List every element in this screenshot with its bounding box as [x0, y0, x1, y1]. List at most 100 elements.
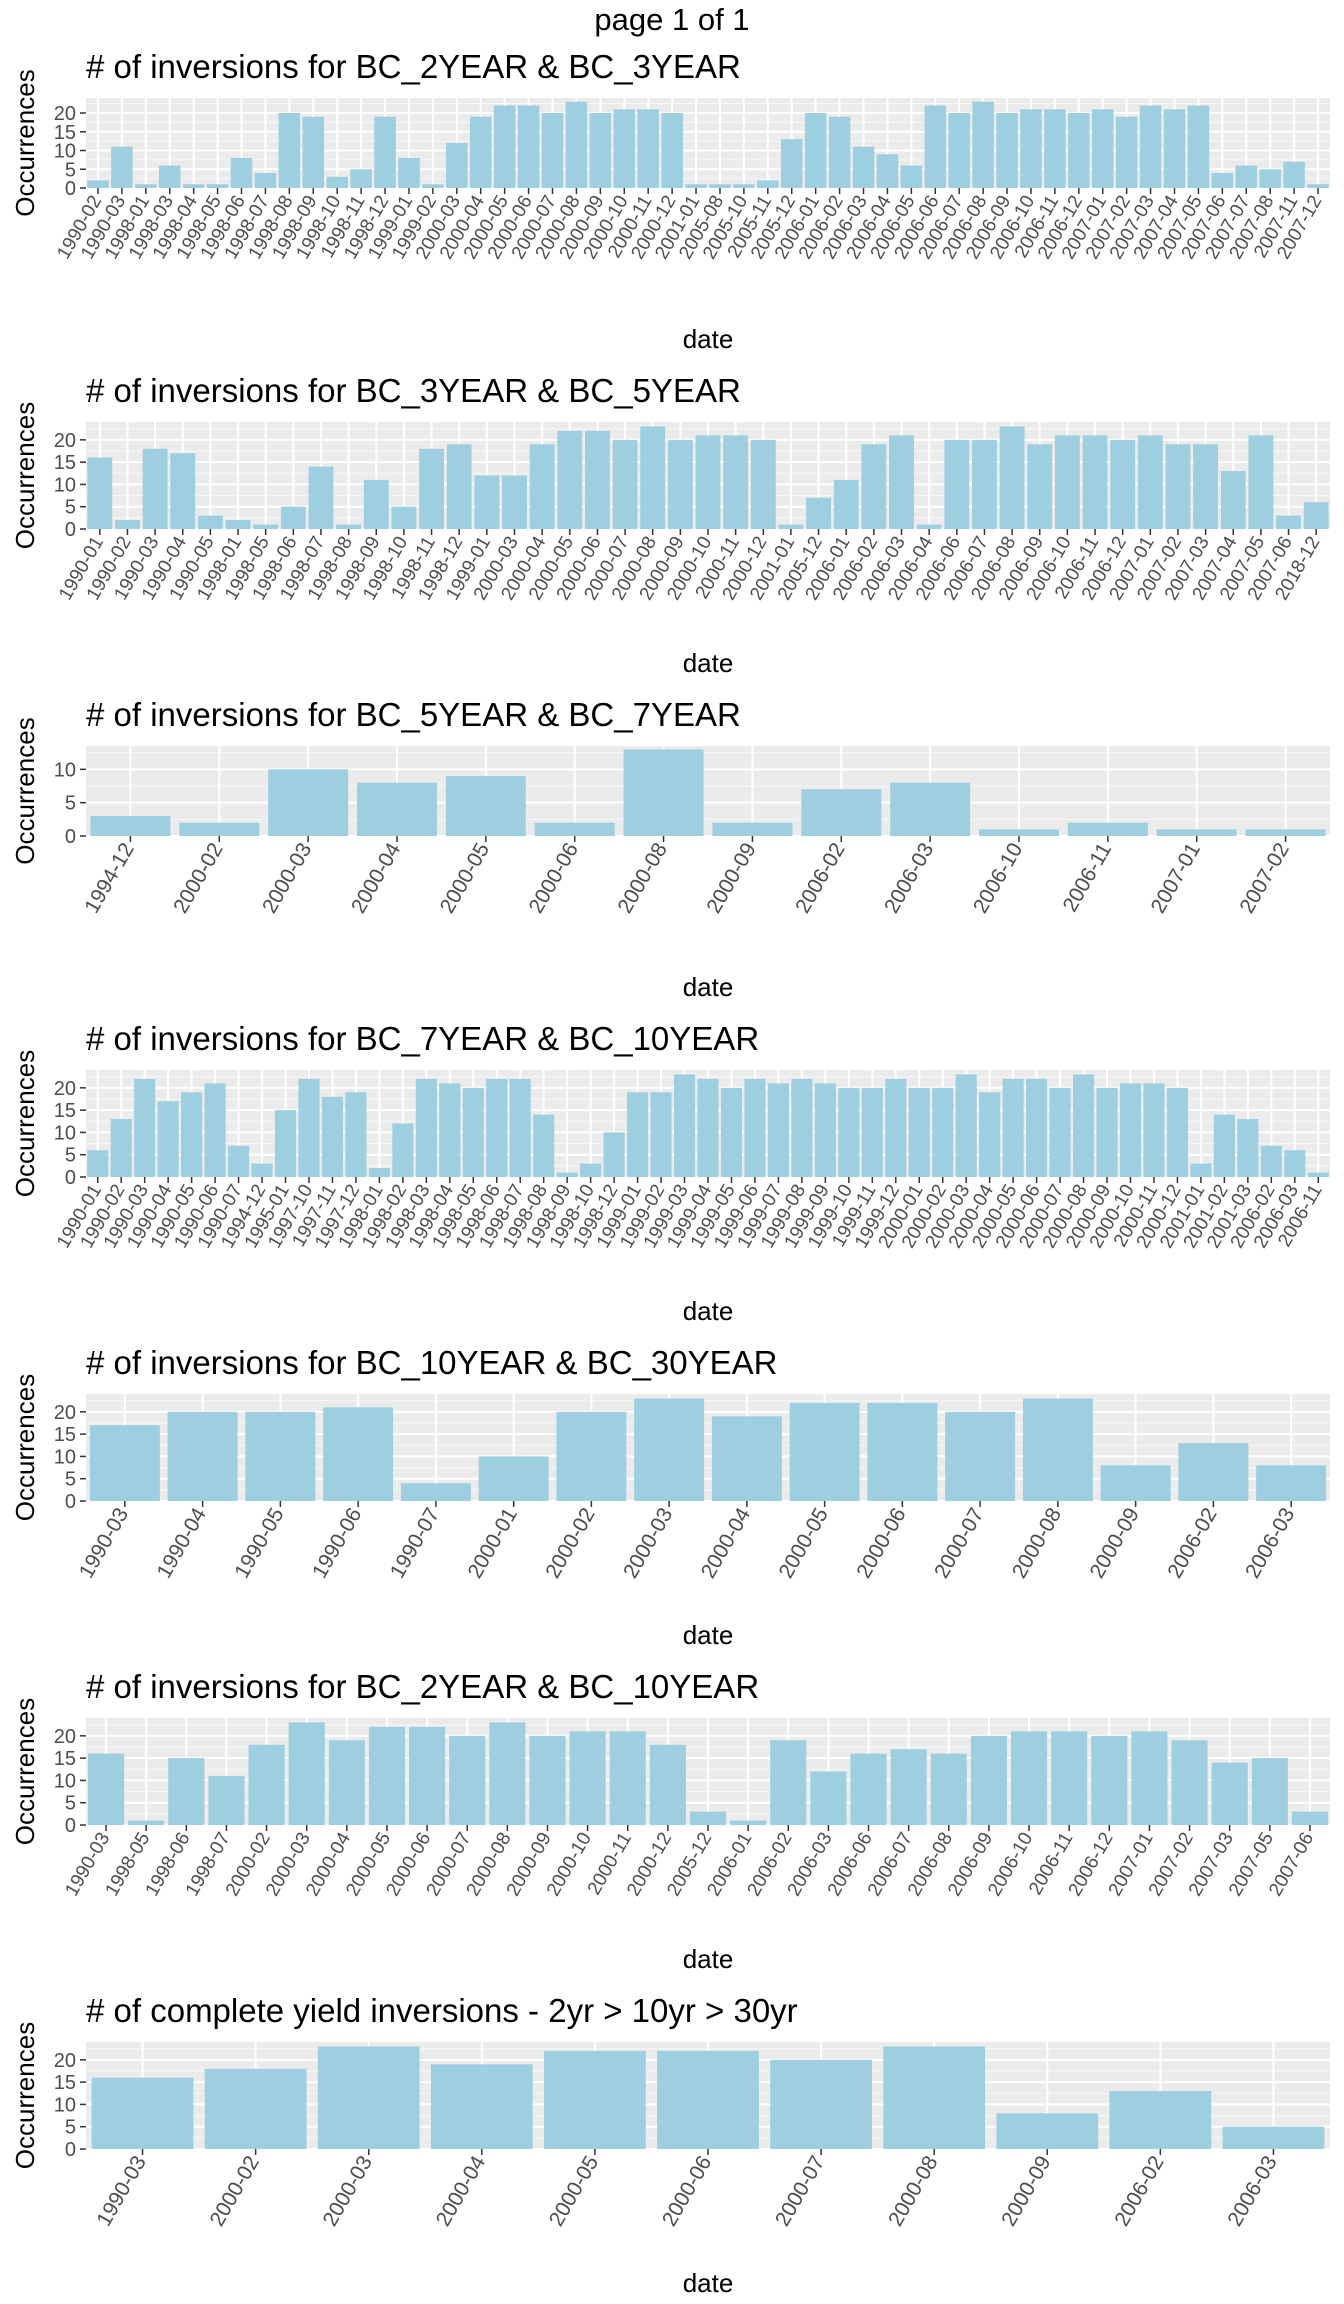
bar	[1276, 515, 1301, 529]
bar	[789, 1402, 860, 1501]
bar	[1235, 165, 1258, 188]
bar	[204, 2068, 307, 2149]
bar	[1139, 105, 1162, 188]
bar	[852, 146, 875, 188]
bar	[1119, 1083, 1142, 1177]
bar	[890, 1749, 927, 1825]
bar	[1091, 1735, 1128, 1825]
bar	[134, 1078, 156, 1177]
bar	[1248, 435, 1274, 529]
chart-panel-7: # of complete yield inversions - 2yr > 1…	[0, 1992, 1344, 2304]
bar	[88, 1753, 125, 1825]
bar	[1213, 1114, 1235, 1177]
y-tick-label: 0	[65, 826, 76, 848]
y-tick-label: 20	[54, 1402, 76, 1424]
bar	[711, 1416, 782, 1501]
bar	[1068, 113, 1090, 188]
bar	[1190, 1163, 1212, 1177]
chart-title: # of inversions for BC_2YEAR & BC_10YEAR	[86, 1668, 760, 1705]
chart-panel-5: # of inversions for BC_10YEAR & BC_30YEA…	[0, 1344, 1344, 1656]
bar	[623, 749, 704, 836]
bar	[1291, 1811, 1328, 1825]
bar	[689, 1811, 727, 1825]
x-tick-label: 2007-02	[1235, 839, 1293, 917]
bar	[245, 1411, 316, 1501]
chart-svg: 051015201990-021990-031998-011998-031998…	[10, 69, 1330, 354]
bar	[609, 1731, 646, 1825]
chart-svg: 051015201990-011990-021990-031990-041990…	[10, 1050, 1330, 1326]
y-tick-label: 5	[65, 2117, 76, 2139]
bar	[1091, 109, 1114, 188]
x-axis-label: date	[683, 2268, 734, 2298]
y-tick-label: 20	[54, 430, 76, 452]
bar	[810, 1771, 847, 1825]
x-tick-label: 2000-02	[206, 2152, 264, 2230]
chart-title: # of inversions for BC_10YEAR & BC_30YEA…	[86, 1344, 778, 1381]
bar	[398, 158, 420, 188]
bar	[87, 457, 113, 529]
bar	[589, 113, 612, 188]
x-tick-label: 2000-06	[658, 2152, 716, 2230]
bar	[1082, 435, 1108, 529]
bar	[228, 1145, 250, 1177]
y-axis-label: Occurrences	[10, 2022, 40, 2169]
bar	[712, 822, 793, 836]
bar	[1143, 1083, 1165, 1177]
y-tick-label: 10	[54, 474, 76, 496]
bar	[1283, 161, 1305, 188]
bar	[357, 782, 437, 836]
y-tick-label: 5	[65, 1793, 76, 1815]
bar	[1096, 1087, 1118, 1177]
bar	[1072, 1074, 1095, 1177]
bar	[1307, 184, 1329, 188]
bar	[157, 1101, 179, 1177]
y-tick-label: 15	[54, 1424, 76, 1446]
bar	[345, 1092, 367, 1177]
bar	[391, 506, 417, 529]
bar	[1211, 173, 1234, 188]
bar	[723, 435, 749, 529]
bar	[419, 448, 444, 529]
chart-title: # of complete yield inversions - 2yr > 1…	[86, 1992, 798, 2029]
x-tick-label: 2000-07	[930, 1504, 988, 1582]
y-tick-label: 20	[54, 1078, 76, 1100]
bar	[517, 105, 540, 188]
x-tick-label: 2000-08	[1008, 1504, 1066, 1582]
y-tick-label: 0	[65, 1491, 76, 1513]
bar	[509, 1078, 531, 1177]
bar	[556, 1172, 578, 1177]
chart-panel-4: # of inversions for BC_7YEAR & BC_10YEAR…	[0, 1020, 1344, 1332]
x-tick-label: 2000-05	[774, 1504, 832, 1582]
bar	[168, 1758, 205, 1825]
bar	[158, 165, 181, 188]
bar	[204, 1083, 226, 1177]
bar	[850, 1753, 887, 1825]
x-tick-label: 2000-05	[545, 2152, 603, 2230]
bar	[409, 1726, 446, 1825]
y-tick-label: 20	[54, 103, 76, 125]
bar	[502, 475, 527, 529]
y-tick-label: 15	[54, 2072, 76, 2094]
bar	[439, 1083, 461, 1177]
y-axis-label: Occurrences	[10, 717, 40, 864]
bar	[288, 1722, 325, 1825]
x-tick-label: 2000-08	[884, 2152, 942, 2230]
bar	[916, 524, 942, 529]
bar	[328, 1740, 365, 1825]
x-axis-label: date	[683, 1296, 734, 1326]
bar	[449, 1735, 486, 1825]
bar	[317, 2046, 420, 2149]
bar	[87, 180, 109, 188]
x-tick-label: 1994-12	[80, 839, 138, 917]
bar	[1307, 1172, 1329, 1177]
bar	[955, 1074, 977, 1177]
y-tick-label: 10	[54, 141, 76, 163]
bar	[368, 1726, 406, 1825]
x-tick-label: 2000-06	[852, 1504, 910, 1582]
bar	[634, 1398, 705, 1501]
bar	[1193, 444, 1219, 529]
bar	[1165, 444, 1191, 529]
x-tick-label: 2000-03	[619, 1504, 677, 1582]
x-axis-label: date	[683, 972, 734, 1002]
